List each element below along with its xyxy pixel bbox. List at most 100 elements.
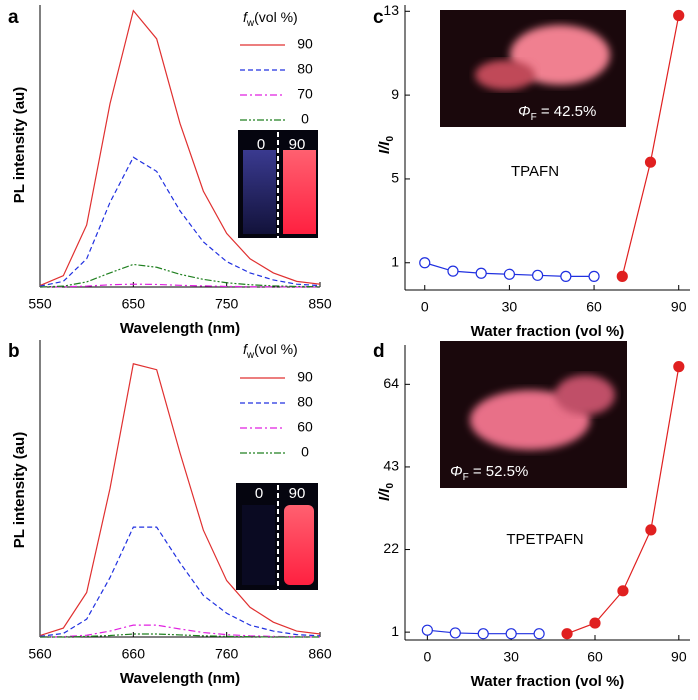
x-tick-label: 60 [586,299,602,315]
series-line [39,363,321,637]
data-point [477,628,489,640]
y-axis-label: I/I0 [376,136,396,155]
quantum-yield-part: Φ [518,103,531,120]
panel-label: b [8,341,20,362]
x-tick-label: 860 [308,646,332,662]
x-tick-label: 660 [122,646,146,662]
data-point [419,257,431,269]
legend-label: 60 [297,419,313,435]
series-line [39,526,321,638]
x-axis-label: Water fraction (vol %) [471,323,625,340]
series-line [39,283,320,288]
x-tick-label: 750 [215,296,239,312]
legend-title-part: (vol %) [254,9,298,25]
inset-label: 90 [289,136,306,153]
quantum-yield-part: = 42.5% [537,103,597,120]
x-tick-label: 30 [502,299,518,315]
data-point [588,270,600,282]
y-tick-label: 1 [391,623,399,639]
inset-photo-d [440,341,627,488]
x-axis-label: Wavelength (nm) [120,670,240,687]
panel-label: a [8,7,19,28]
quantum-yield-part: Φ [450,463,463,480]
data-point [561,628,573,640]
data-point [589,617,601,629]
inset-label: 0 [257,136,265,153]
legend-title: fw(vol %) [243,341,298,361]
quantum-yield-part: = 52.5% [469,463,529,480]
legend-title-part: w [246,350,255,361]
data-point [616,270,628,282]
data-point [533,628,545,640]
x-tick-label: 0 [421,299,429,315]
panel-label: d [373,341,385,362]
legend-title-part: f [243,341,249,357]
x-axis-label: Wavelength (nm) [120,320,240,337]
data-point [449,627,461,639]
quantum-yield: ΦF = 42.5% [518,103,596,123]
legend-label: 80 [297,394,313,410]
x-tick-label: 90 [671,299,687,315]
series-line [39,9,321,287]
x-tick-label: 90 [671,649,687,665]
data-point [673,361,685,373]
inset-photo-b [236,483,318,590]
y-tick-label: 9 [391,86,399,102]
data-point [447,265,459,277]
data-point [421,624,433,636]
y-axis-label-part: I/I [376,141,393,154]
legend-title-part: f [243,9,249,25]
data-point [475,267,487,279]
quantum-yield-part: F [531,112,537,123]
quantum-yield-part: F [463,472,469,483]
y-tick-label: 5 [391,170,399,186]
data-point [560,270,572,282]
data-point [532,269,544,281]
y-tick-label: 1 [391,253,399,269]
legend-label: 0 [301,444,309,460]
y-axis-label-part: 0 [385,483,396,489]
inset-photo-c [440,10,626,127]
x-tick-label: 850 [308,296,332,312]
inset-label: 90 [289,485,306,502]
series-line [621,15,680,277]
data-point [617,585,629,597]
y-axis-label: I/I0 [376,483,396,502]
x-tick-label: 30 [503,649,519,665]
series-line [39,263,321,288]
panel-label: c [373,7,384,28]
series-line [39,624,321,638]
y-tick-label: 22 [383,540,399,556]
x-axis-label: Water fraction (vol %) [471,673,625,690]
series-line [39,156,321,287]
x-tick-label: 0 [423,649,431,665]
y-axis-label-part: 0 [385,136,396,142]
legend-title-part: w [246,18,255,29]
data-point [645,524,657,536]
data-point [503,268,516,280]
y-axis-label-part: I/I [376,488,393,501]
inset-label: 0 [255,485,263,502]
legend-label: 80 [297,61,313,77]
y-axis-label: PL intensity (au) [11,432,28,548]
y-tick-label: 13 [383,2,399,18]
inset-photo-a [238,130,318,238]
compound-name: TPETPAFN [506,531,583,548]
y-tick-label: 64 [383,375,399,391]
y-axis-label: PL intensity (au) [11,87,28,203]
x-tick-label: 760 [215,646,239,662]
legend-label: 70 [297,86,313,102]
quantum-yield: ΦF = 52.5% [450,463,528,483]
legend-label: 90 [297,36,313,52]
x-tick-label: 550 [28,296,52,312]
y-tick-label: 43 [383,458,399,474]
x-tick-label: 60 [587,649,603,665]
compound-name: TPAFN [511,163,559,180]
legend-title: fw(vol %) [243,9,298,29]
data-point [673,9,685,22]
legend-label: 90 [297,369,313,385]
x-tick-label: 560 [28,646,52,662]
